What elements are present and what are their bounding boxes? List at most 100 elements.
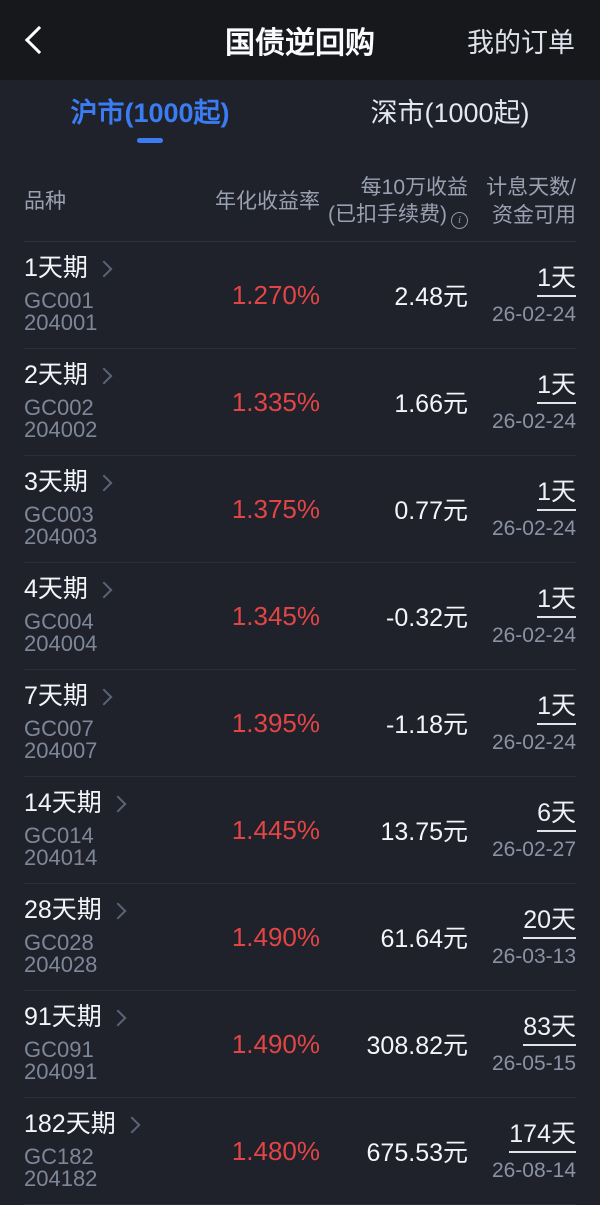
annualized-yield-value: 1.395% [231,707,320,738]
interest-days-value: 6天 [537,800,576,832]
product-cell: 14天期 GC014 204014 [24,791,170,869]
product-cell: 3天期 GC003 204003 [24,470,170,548]
product-code: GC182 204182 [24,1144,98,1191]
header-interest-days: 计息天数/ 资金可用 [468,174,576,229]
funds-available-date: 26-02-24 [491,302,576,326]
chevron-right-icon [95,367,113,384]
income-value: 61.64元 [380,925,468,953]
chevron-right-icon [95,260,113,277]
chevron-right-icon [95,688,113,705]
product-cell: 91天期 GC091 204091 [24,1005,170,1083]
table-row[interactable]: 14天期 GC014 204014 1.445% 13.75元 6天 26-02… [24,777,576,884]
annualized-yield-value: 1.270% [231,279,320,310]
days-cell: 1天 26-02-24 [468,693,576,754]
page-title: 国债逆回购 [225,27,375,60]
table-row[interactable]: 1天期 GC001 204001 1.270% 2.48元 1天 26-02-2… [24,242,576,349]
rows-container: 1天期 GC001 204001 1.270% 2.48元 1天 26-02-2… [0,242,600,1205]
tab-shenzhen-market[interactable]: 深市(1000起) [300,80,600,162]
product-code: GC002 204002 [24,395,98,442]
interest-days-value: 1天 [537,265,576,297]
days-cell: 1天 26-02-24 [468,586,576,647]
table-row[interactable]: 182天期 GC182 204182 1.480% 675.53元 174天 2… [24,1098,576,1205]
product-name: 3天期 [24,468,88,496]
product-name: 7天期 [24,682,88,710]
tab-label: 深市(1000起) [370,97,530,128]
header-income-line1: 每10万收益 [360,175,468,199]
annualized-yield-value: 1.335% [231,386,320,417]
funds-available-date: 26-05-15 [491,1051,576,1075]
header-product: 品种 [24,189,66,213]
annualized-yield-value: 1.490% [231,1028,320,1059]
interest-days-value: 1天 [537,372,576,404]
product-name: 14天期 [24,789,102,817]
days-cell: 1天 26-02-24 [468,479,576,539]
product-cell: 2天期 GC002 204002 [24,363,170,441]
annualized-yield-value: 1.345% [231,600,320,631]
table-row[interactable]: 4天期 GC004 204004 1.345% -0.32元 1天 26-02-… [24,563,576,670]
header-annualized-yield: 年化收益率 [215,189,320,213]
funds-available-date: 26-02-27 [491,837,576,861]
income-value: 308.82元 [366,1032,468,1060]
table-row[interactable]: 3天期 GC003 204003 1.375% 0.77元 1天 26-02-2… [24,456,576,563]
table-row[interactable]: 2天期 GC002 204002 1.335% 1.66元 1天 26-02-2… [24,349,576,456]
product-cell: 182天期 GC182 204182 [24,1112,170,1190]
my-orders-link[interactable]: 我的订单 [467,27,575,58]
interest-days-value: 83天 [523,1014,576,1046]
days-cell: 20天 26-03-13 [468,907,576,968]
market-tabs: 沪市(1000起) 深市(1000起) [0,80,600,162]
days-cell: 174天 26-08-14 [468,1121,576,1182]
product-name: 2天期 [24,361,88,389]
income-value: 2.48元 [394,283,468,311]
table-header-row: 品种 年化收益率 每10万收益 (已扣手续费) i 计息天数/ 资金可用 [24,162,576,242]
days-cell: 83天 26-05-15 [468,1014,576,1075]
product-code: GC001 204001 [24,288,98,335]
funds-available-date: 26-03-13 [491,944,576,968]
product-name: 4天期 [24,575,88,603]
product-name: 28天期 [24,896,102,924]
product-code: GC014 204014 [24,823,98,870]
product-cell: 4天期 GC004 204004 [24,577,170,655]
product-code: GC028 204028 [24,930,98,977]
back-button[interactable] [24,22,61,58]
interest-days-value: 1天 [537,479,576,511]
header-days-line2: 资金可用 [492,203,576,227]
income-value: 1.66元 [394,390,468,418]
funds-available-date: 26-02-24 [491,623,576,647]
header-income-line2: (已扣手续费) i [320,201,468,230]
back-chevron-icon [24,25,54,55]
income-value: -1.18元 [386,711,468,739]
tab-underline [437,138,463,143]
days-cell: 1天 26-02-24 [468,265,576,326]
interest-days-value: 1天 [537,586,576,618]
chevron-right-icon [123,1116,141,1133]
funds-available-date: 26-02-24 [491,409,576,433]
chevron-right-icon [95,581,113,598]
product-cell: 1天期 GC001 204001 [24,256,170,334]
annualized-yield-value: 1.480% [231,1135,320,1166]
tab-label: 沪市(1000起) [70,97,230,128]
product-name: 91天期 [24,1003,102,1031]
tab-shanghai-market[interactable]: 沪市(1000起) [0,80,300,162]
funds-available-date: 26-02-24 [491,730,576,754]
table-row[interactable]: 91天期 GC091 204091 1.490% 308.82元 83天 26-… [24,991,576,1098]
income-value: -0.32元 [386,604,468,632]
income-value: 675.53元 [366,1139,468,1167]
product-code: GC003 204003 [24,502,98,549]
interest-days-value: 20天 [523,907,576,939]
table-row[interactable]: 28天期 GC028 204028 1.490% 61.64元 20天 26-0… [24,884,576,991]
chevron-right-icon [95,474,113,491]
table-row[interactable]: 7天期 GC007 204007 1.395% -1.18元 1天 26-02-… [24,670,576,777]
days-cell: 6天 26-02-27 [468,800,576,861]
income-value: 0.77元 [394,497,468,525]
income-value: 13.75元 [380,818,468,846]
chevron-right-icon [109,1009,127,1026]
annualized-yield-value: 1.375% [231,493,320,524]
annualized-yield-value: 1.445% [231,814,320,845]
funds-available-date: 26-08-14 [491,1158,576,1182]
product-name: 182天期 [24,1110,116,1138]
annualized-yield-value: 1.490% [231,921,320,952]
product-code: GC004 204004 [24,609,98,656]
info-icon[interactable]: i [451,212,468,230]
header-income-per-100k: 每10万收益 (已扣手续费) i [320,174,468,230]
